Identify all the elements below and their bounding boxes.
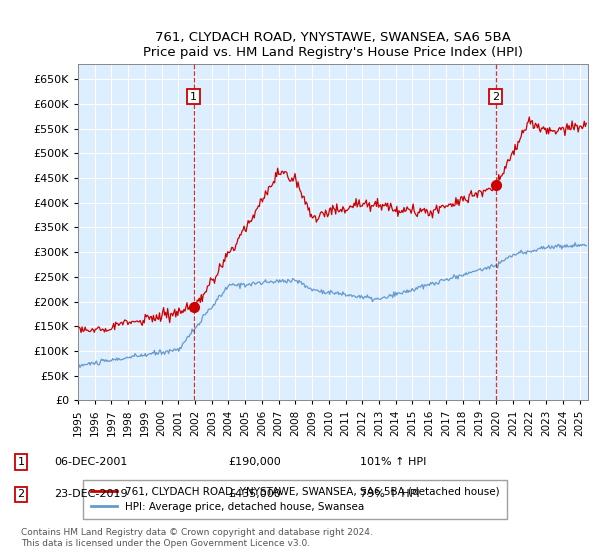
- Text: 06-DEC-2001: 06-DEC-2001: [54, 457, 127, 467]
- Text: £190,000: £190,000: [228, 457, 281, 467]
- Text: Contains HM Land Registry data © Crown copyright and database right 2024.
This d: Contains HM Land Registry data © Crown c…: [21, 528, 373, 548]
- Text: 79% ↑ HPI: 79% ↑ HPI: [360, 489, 419, 500]
- Text: 2: 2: [17, 489, 25, 500]
- Text: 1: 1: [190, 91, 197, 101]
- Legend: 761, CLYDACH ROAD, YNYSTAWE, SWANSEA, SA6 5BA (detached house), HPI: Average pri: 761, CLYDACH ROAD, YNYSTAWE, SWANSEA, SA…: [83, 479, 507, 519]
- Text: 1: 1: [17, 457, 25, 467]
- Text: 23-DEC-2019: 23-DEC-2019: [54, 489, 128, 500]
- Text: 2: 2: [492, 91, 499, 101]
- Text: £435,000: £435,000: [228, 489, 281, 500]
- Title: 761, CLYDACH ROAD, YNYSTAWE, SWANSEA, SA6 5BA
Price paid vs. HM Land Registry's : 761, CLYDACH ROAD, YNYSTAWE, SWANSEA, SA…: [143, 31, 523, 59]
- Text: 101% ↑ HPI: 101% ↑ HPI: [360, 457, 427, 467]
